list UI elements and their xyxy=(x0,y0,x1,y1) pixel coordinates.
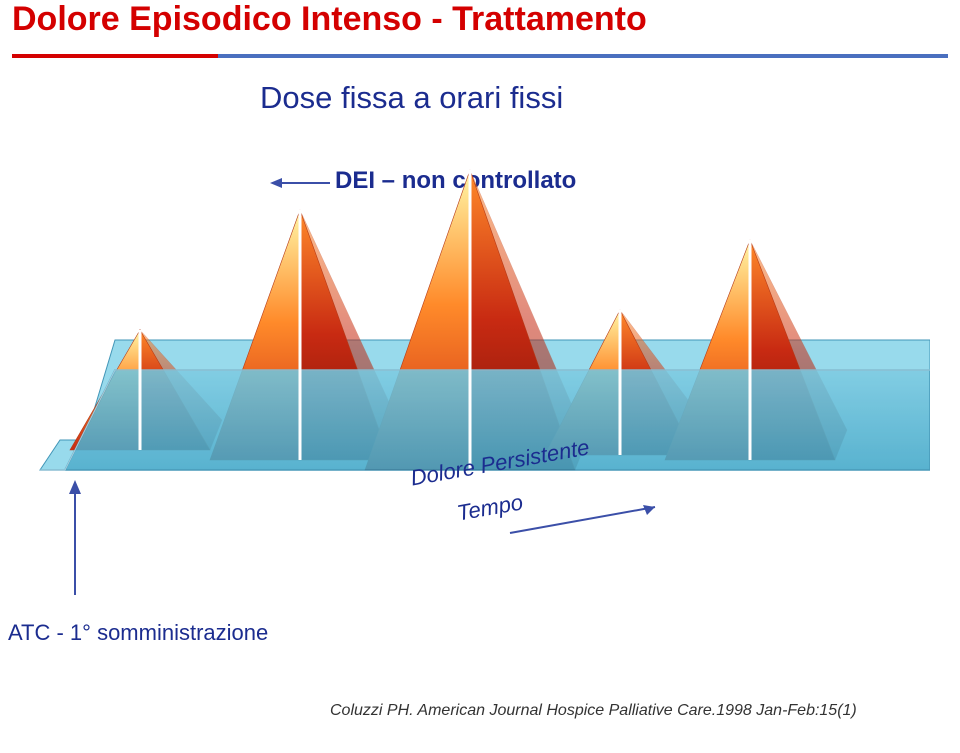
slide-root: Dolore Episodico Intenso - Trattamento D… xyxy=(0,0,960,753)
chart-layer-top xyxy=(30,150,930,610)
title-rule xyxy=(12,54,948,58)
slide-title: Dolore Episodico Intenso - Trattamento xyxy=(12,0,647,39)
pain-chart: Dolore Persistente Tempo xyxy=(30,150,930,610)
atc-label: ATC - 1° somministrazione xyxy=(8,620,268,646)
time-arrow-icon xyxy=(505,495,675,545)
atc-arrow-icon xyxy=(65,480,85,600)
subtitle: Dose fissa a orari fissi xyxy=(260,80,563,116)
footer-citation: Coluzzi PH. American Journal Hospice Pal… xyxy=(330,702,857,720)
